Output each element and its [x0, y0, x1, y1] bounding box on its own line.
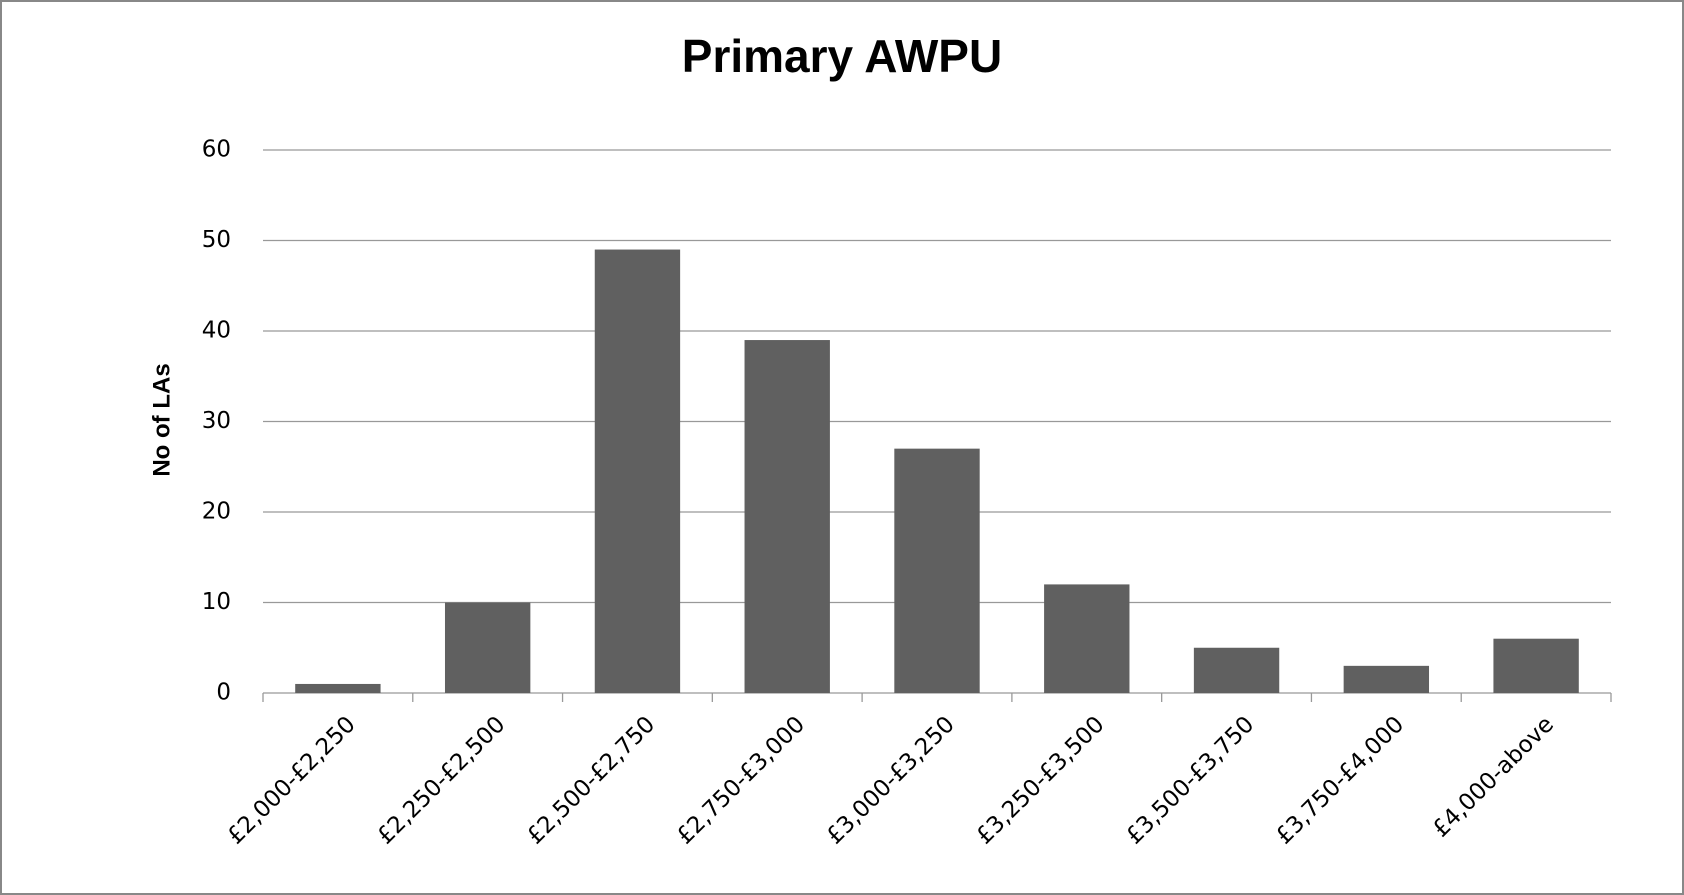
y-tick-label: 40 [202, 318, 231, 344]
y-tick-label: 10 [202, 589, 231, 615]
bar [894, 448, 980, 693]
bar [1044, 584, 1130, 693]
y-tick-label: 30 [202, 408, 231, 434]
bar [444, 602, 531, 693]
bar [295, 683, 381, 693]
y-tick-label: 60 [202, 137, 231, 163]
y-tick-label: 0 [216, 680, 231, 706]
bar [1493, 638, 1579, 693]
bar [1193, 647, 1280, 693]
bar [1343, 665, 1430, 693]
y-tick-label: 50 [202, 227, 231, 253]
bar [744, 340, 830, 693]
chart-title: Primary AWPU [682, 30, 1002, 82]
bar [594, 249, 681, 694]
y-tick-label: 20 [202, 499, 231, 525]
y-axis-label: No of LAs [148, 363, 175, 476]
